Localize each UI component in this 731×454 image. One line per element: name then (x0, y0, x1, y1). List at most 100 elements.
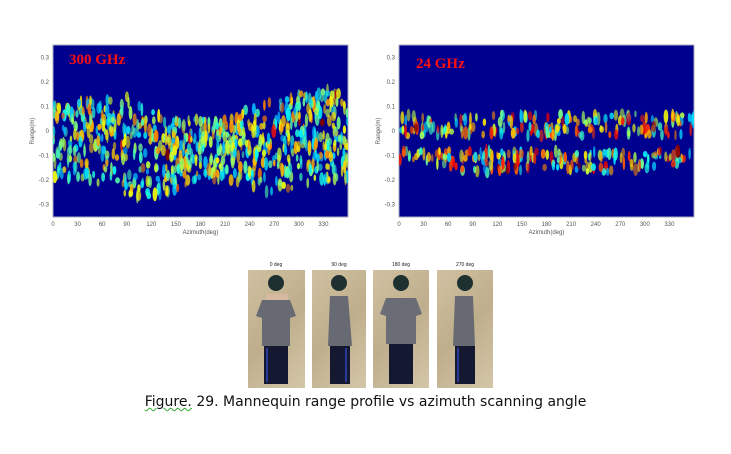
heat-blob (247, 165, 252, 178)
heat-blob (331, 122, 335, 130)
heat-blob (274, 152, 278, 160)
heat-blob (180, 163, 184, 174)
heat-blob (236, 149, 241, 164)
heat-blob (278, 98, 283, 105)
heat-blob (171, 137, 176, 144)
heat-blob (143, 148, 148, 158)
x-tick-label: 0 (397, 222, 401, 228)
heat-blob (573, 115, 578, 123)
heat-blob (331, 111, 337, 122)
heat-blob (251, 125, 255, 139)
heat-blob (318, 132, 323, 143)
photo-label: 180 deg (391, 262, 411, 268)
heat-blob (298, 129, 304, 138)
heat-blob (603, 113, 608, 124)
heat-blob (145, 175, 150, 188)
heat-blob (469, 112, 472, 127)
heat-blob (588, 151, 592, 162)
heat-blob (261, 149, 267, 158)
heat-blob (467, 127, 471, 141)
heat-blob (536, 129, 540, 139)
heat-blob (569, 115, 573, 123)
heat-blob (613, 109, 619, 121)
heat-blob (124, 124, 127, 135)
heat-blob (529, 145, 533, 157)
heat-blob (438, 147, 441, 156)
heat-blob (345, 107, 348, 119)
heat-blob (97, 123, 102, 131)
heat-blob (133, 172, 138, 181)
heat-blob (190, 136, 193, 143)
heat-blob (164, 184, 169, 197)
heat-blob (124, 181, 128, 191)
heat-blob (447, 146, 452, 156)
heat-blob (198, 154, 203, 164)
heat-blob (243, 104, 249, 116)
heat-blob (344, 152, 348, 163)
heat-blob (314, 137, 319, 149)
heat-blob (251, 179, 256, 193)
heat-blob (167, 125, 171, 134)
heat-blob (137, 100, 142, 112)
heat-blob (689, 123, 693, 137)
heat-blob (515, 127, 520, 135)
heat-blob (587, 126, 593, 134)
y-tick-label: 0.2 (387, 80, 396, 86)
heat-blob (247, 139, 250, 151)
heat-blob (408, 152, 411, 162)
heat-blob (546, 112, 550, 123)
heat-blob (608, 131, 612, 139)
heat-blob (128, 105, 133, 120)
heat-blob (556, 152, 560, 164)
heat-blob (323, 104, 326, 114)
x-tick-label: 120 (146, 222, 157, 228)
heat-blob (298, 90, 304, 98)
heat-blob (329, 105, 332, 113)
heat-blob (591, 163, 597, 171)
heat-blob (266, 132, 271, 144)
x-tick-label: 120 (492, 222, 503, 228)
heat-blob (336, 88, 341, 99)
heat-blob (305, 91, 308, 104)
heat-blob (519, 121, 524, 133)
heat-blob (581, 110, 586, 125)
photo-label: 90 deg (331, 262, 347, 268)
heat-blob (319, 172, 325, 186)
heat-blob (222, 141, 226, 155)
heat-blob (63, 127, 67, 135)
heat-blob (298, 111, 301, 120)
heat-blob (53, 125, 56, 138)
heat-blob (642, 150, 648, 158)
y-tick-label: 0.1 (41, 104, 50, 110)
heat-blob (446, 152, 452, 163)
heat-blob (259, 176, 263, 184)
heat-blob (622, 156, 626, 171)
heat-blob (195, 170, 199, 177)
x-tick-label: 150 (171, 222, 182, 228)
photo-back (373, 270, 429, 388)
heat-blob (519, 148, 524, 159)
x-tick-label: 300 (294, 222, 305, 228)
heat-blob (449, 128, 455, 135)
heat-blob (422, 147, 426, 161)
heat-blob (326, 144, 330, 151)
heat-blob (103, 166, 108, 173)
heat-blob (501, 156, 505, 170)
heat-blob (162, 163, 166, 178)
heat-blob (667, 131, 670, 139)
heat-blob (162, 178, 166, 191)
heat-blob (545, 126, 549, 139)
heat-blob (496, 151, 499, 159)
heat-blob (591, 126, 596, 140)
heat-blob (82, 119, 87, 133)
heat-blob (657, 122, 663, 131)
heat-blob (651, 120, 657, 133)
heat-blob (153, 129, 159, 143)
heat-blob (500, 148, 504, 156)
y-tick-label: 0.2 (41, 80, 50, 86)
heat-blob (253, 113, 257, 127)
heat-blob (158, 187, 162, 201)
heat-blob (204, 168, 207, 178)
heat-blob (166, 134, 172, 146)
heat-blob (491, 111, 496, 121)
